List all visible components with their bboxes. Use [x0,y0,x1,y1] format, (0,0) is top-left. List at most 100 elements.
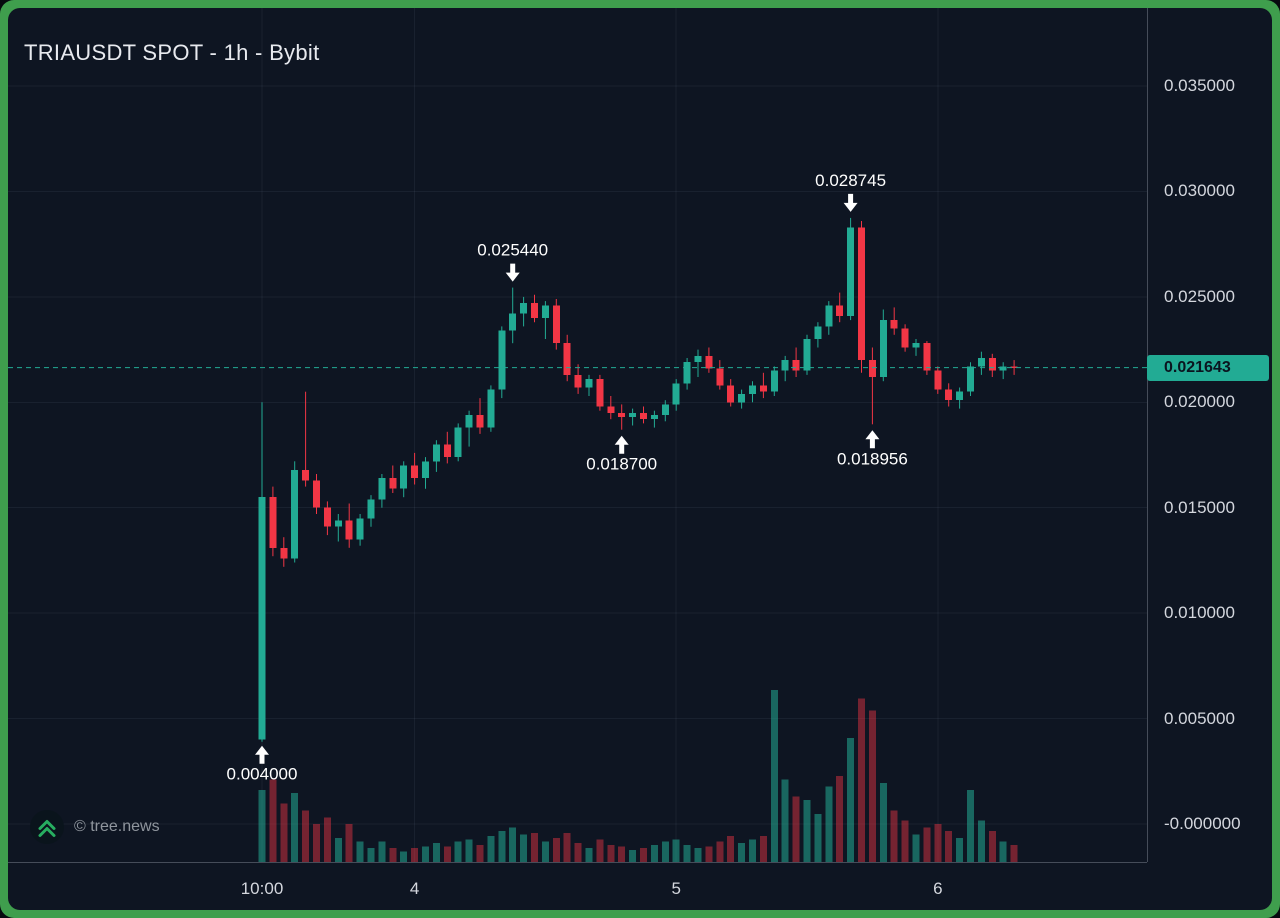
volume-bar [879,782,887,862]
candle [803,339,811,371]
volume-bar [999,841,1007,862]
candle [531,303,538,318]
candle [781,360,789,371]
volume-bar [269,779,277,862]
candle [890,320,898,329]
candle [868,360,876,377]
annotation-label: 0.028745 [815,171,886,190]
volume-bar [389,848,397,862]
candle [454,427,462,458]
candle [280,547,288,559]
price-axis-label: 0.030000 [1164,181,1235,201]
volume-bar [563,832,571,862]
candle [814,326,822,339]
annotation-label: 0.018956 [837,449,908,468]
tree-news-logo-icon [30,810,64,844]
annotation-label: 0.004000 [227,765,298,784]
volume-bar [672,839,680,862]
volume-bar [411,848,419,862]
arrow-down-icon [505,263,520,282]
candle [334,520,342,527]
candle [792,360,800,371]
volume-bar [683,844,691,862]
candle [509,313,517,331]
candle [770,370,778,392]
volume-bar [454,841,462,862]
watermark: © tree.news [30,810,160,844]
volume-bar [738,843,746,862]
volume-bar [323,817,331,862]
candle [422,461,429,479]
candle [738,393,746,403]
candle [367,499,375,519]
volume-bars [258,690,1018,862]
candle [847,227,855,316]
candle [705,355,713,369]
volume-bar [749,839,756,862]
price-annotation: 0.018700 [586,435,657,474]
candle [574,374,582,388]
volume-bar [650,844,658,862]
volume-bar [574,843,582,862]
volume-bar [727,836,735,862]
volume-bar [541,841,549,862]
candle [629,412,637,418]
volume-bar [629,850,637,862]
candle [934,370,942,390]
grid-vertical [261,8,939,862]
candle [432,444,440,462]
annotation-label: 0.025440 [477,241,548,260]
volume-bar [661,841,669,862]
candle [956,391,964,401]
volume-bar [977,820,985,862]
volume-bar [988,831,996,862]
volume-bar [607,844,615,862]
volume-bar [956,837,964,862]
volume-bar [400,851,408,862]
volume-bar [934,824,942,862]
candle [302,469,310,481]
watermark-text: © tree.news [74,818,160,835]
candle [552,305,560,344]
current-price-tag: 0.021643 [1147,354,1269,381]
candle [977,358,985,367]
candle [465,414,473,428]
price-axis-label: 0.020000 [1164,392,1235,412]
candle [389,478,397,489]
candle [879,320,887,377]
price-annotation: 0.025440 [477,241,548,282]
price-annotation: 0.018956 [837,430,908,468]
volume-bar [520,834,528,862]
arrow-up-icon [614,435,629,454]
price-axis-label: 0.035000 [1164,76,1235,95]
arrow-up-icon [865,430,880,449]
candle [836,305,844,316]
candle [541,305,549,318]
candle [650,414,658,420]
candle [345,520,353,540]
candlestick-plot: 0.004000 0.025440 0.018700 0.028745 0.018956 [8,8,1147,862]
price-axis: 0.021643 0.035000 0.030000 0.025000 0.02000… [1147,8,1272,862]
volume-bar [422,846,429,862]
candle [618,412,626,418]
volume-bar [694,848,702,862]
volume-bar [618,846,626,862]
candle [999,366,1007,371]
time-axis-label: 5 [671,879,681,898]
price-annotation: 0.004000 [227,745,298,784]
volume-bar [640,848,647,862]
volume-bar [313,824,320,862]
candle [672,383,680,405]
volume-bar [302,810,310,862]
candle [356,518,364,540]
candle [476,414,484,428]
candle [443,444,451,458]
volume-bar [901,820,909,862]
annotation-label: 0.018700 [586,455,657,474]
candle [607,406,615,413]
volume-bar [705,846,713,862]
candle [563,343,571,375]
volume-bar [792,796,800,862]
arrow-up-icon [255,745,269,764]
candle [378,478,386,500]
